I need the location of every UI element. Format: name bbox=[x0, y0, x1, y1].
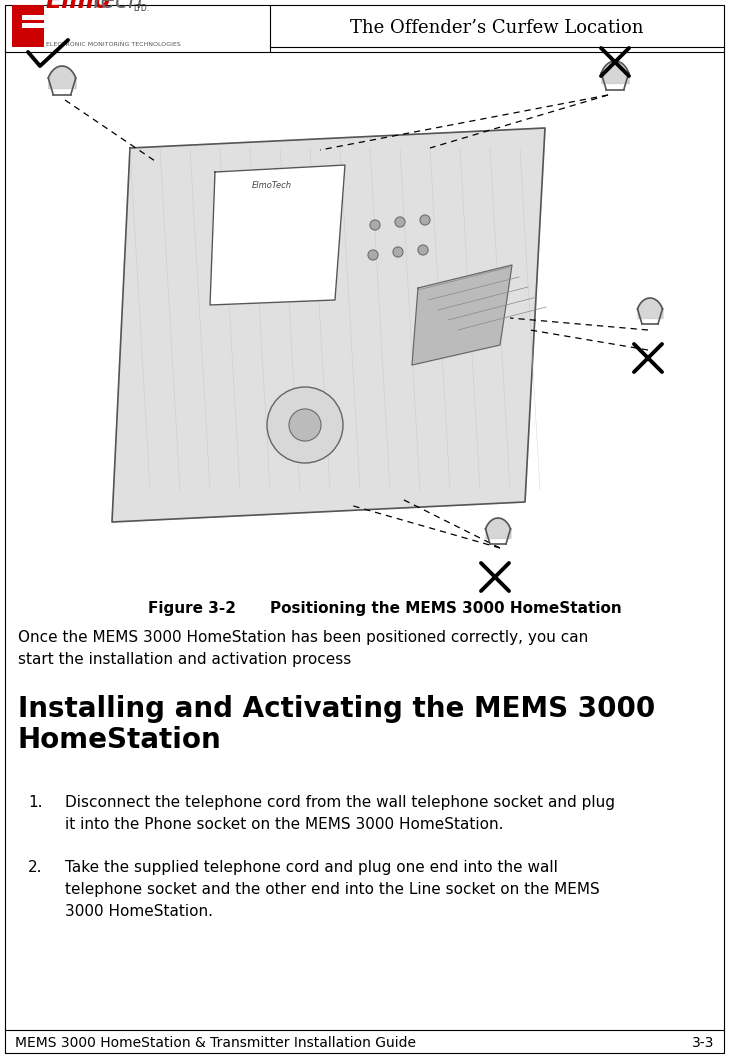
Polygon shape bbox=[112, 128, 545, 522]
Circle shape bbox=[289, 409, 321, 441]
Circle shape bbox=[418, 245, 428, 255]
Circle shape bbox=[267, 387, 343, 463]
Text: Elmo: Elmo bbox=[46, 0, 111, 13]
Bar bbox=[12, 5, 44, 47]
Text: Once the MEMS 3000 HomeStation has been positioned correctly, you can
start the : Once the MEMS 3000 HomeStation has been … bbox=[18, 630, 588, 668]
Text: 1.: 1. bbox=[28, 795, 42, 810]
Text: MEMS 3000 HomeStation & Transmitter Installation Guide: MEMS 3000 HomeStation & Transmitter Inst… bbox=[15, 1036, 416, 1050]
Text: ELECTRONIC MONITORING TECHNOLOGIES: ELECTRONIC MONITORING TECHNOLOGIES bbox=[46, 42, 181, 47]
Text: The Offender’s Curfew Location: The Offender’s Curfew Location bbox=[350, 19, 644, 37]
Circle shape bbox=[420, 215, 430, 225]
Text: Tech: Tech bbox=[90, 0, 144, 13]
Text: LTD.: LTD. bbox=[133, 4, 149, 13]
Bar bbox=[22, 15, 44, 20]
Polygon shape bbox=[412, 264, 512, 365]
Text: Figure 3-2: Figure 3-2 bbox=[148, 601, 236, 616]
Text: Disconnect the telephone cord from the wall telephone socket and plug
it into th: Disconnect the telephone cord from the w… bbox=[65, 795, 615, 833]
Circle shape bbox=[368, 250, 378, 260]
Text: Positioning the MEMS 3000 HomeStation: Positioning the MEMS 3000 HomeStation bbox=[270, 601, 622, 616]
Text: Take the supplied telephone cord and plug one end into the wall
telephone socket: Take the supplied telephone cord and plu… bbox=[65, 860, 600, 919]
Text: Installing and Activating the MEMS 3000
HomeStation: Installing and Activating the MEMS 3000 … bbox=[18, 695, 655, 754]
Text: 3-3: 3-3 bbox=[692, 1036, 714, 1050]
Circle shape bbox=[393, 247, 403, 257]
Circle shape bbox=[395, 217, 405, 227]
Text: ElmoTech: ElmoTech bbox=[252, 181, 292, 189]
Bar bbox=[22, 23, 44, 28]
Polygon shape bbox=[210, 165, 345, 305]
Text: 2.: 2. bbox=[28, 860, 42, 875]
Circle shape bbox=[370, 220, 380, 230]
